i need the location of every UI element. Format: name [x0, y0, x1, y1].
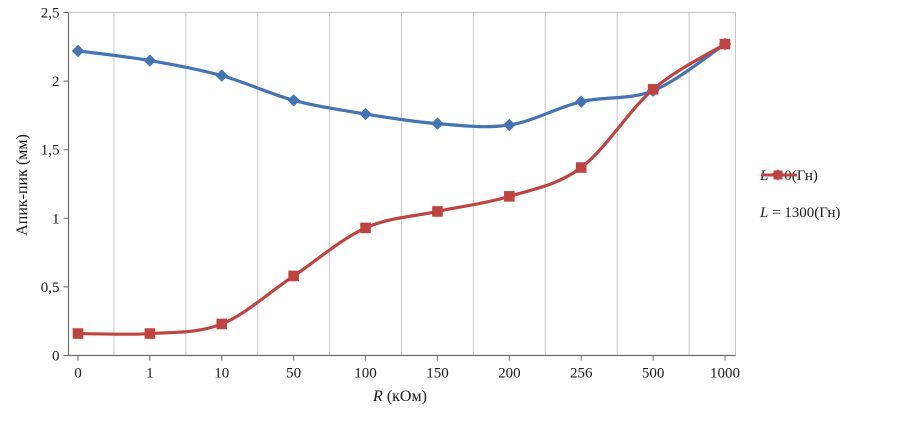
square-marker-icon — [773, 170, 783, 180]
square-marker-icon — [432, 206, 443, 217]
square-marker-icon — [647, 84, 659, 95]
legend-label-series-1: L = 1300(Гн) — [760, 205, 841, 221]
x-axis-title: R (кОм) — [373, 388, 427, 405]
square-marker-icon — [504, 191, 515, 202]
y-tick-label: 1,5 — [41, 143, 60, 159]
diamond-marker-icon — [503, 118, 516, 132]
diamond-marker-icon — [143, 54, 157, 67]
x-tick-label: 0 — [74, 366, 82, 382]
x-tick-label: 10 — [214, 366, 229, 382]
diamond-marker-icon — [215, 69, 228, 82]
square-marker-icon — [72, 328, 84, 339]
y-axis-title: Апик-пик (мм) — [14, 134, 31, 236]
x-tick-label: 256 — [570, 366, 593, 382]
legend-item-series-1: L = 1300(Гн) — [760, 170, 910, 222]
legend: L = 0(Гн) L = 1300(Гн) — [760, 168, 910, 222]
x-tick-label: 150 — [426, 366, 449, 382]
y-tick-label: 0,5 — [41, 280, 60, 296]
x-tick-label: 50 — [286, 366, 301, 382]
x-tick-label: 1000 — [710, 366, 740, 382]
series-line-0 — [76, 42, 727, 129]
x-tick-label: 100 — [354, 366, 377, 382]
y-tick-label: 0 — [52, 349, 60, 365]
square-marker-icon — [216, 318, 228, 330]
square-marker-icon — [360, 222, 371, 234]
x-tick-label: 1 — [146, 366, 154, 382]
y-tick-label: 2,5 — [41, 6, 60, 22]
square-marker-icon — [144, 328, 156, 339]
diamond-marker-icon — [287, 94, 300, 107]
series-line-1 — [76, 42, 727, 336]
x-tick-label: 200 — [498, 366, 521, 382]
legend-marker-line-red — [761, 170, 797, 180]
y-tick-label: 2 — [52, 74, 60, 90]
diamond-marker-icon — [575, 95, 588, 108]
y-tick-label: 1 — [52, 211, 60, 227]
square-marker-icon — [719, 38, 731, 50]
diamond-marker-icon — [71, 44, 85, 58]
square-marker-icon — [575, 162, 587, 173]
x-tick-label: 500 — [642, 366, 665, 382]
diamond-marker-icon — [359, 107, 372, 121]
square-marker-icon — [288, 270, 299, 282]
diamond-marker-icon — [431, 117, 444, 130]
